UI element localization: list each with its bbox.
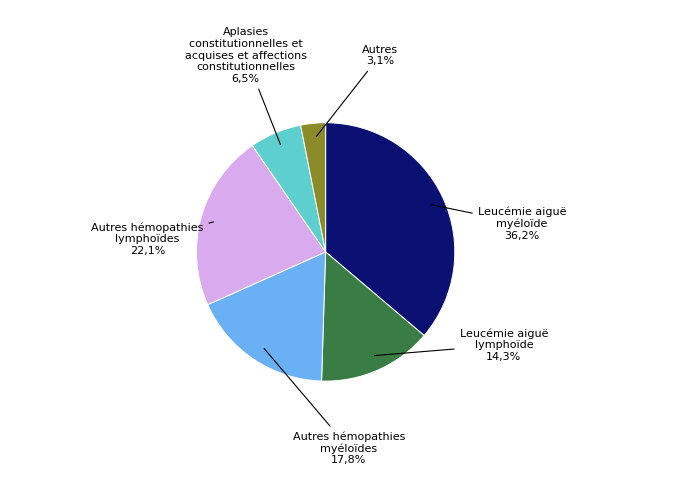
Text: Autres
3,1%: Autres 3,1%	[316, 45, 398, 137]
Text: Leucémie aiguë
lymphoïde
14,3%: Leucémie aiguë lymphoïde 14,3%	[375, 328, 548, 362]
Wedge shape	[197, 145, 326, 304]
Text: Autres hémopathies
myéloïdes
17,8%: Autres hémopathies myéloïdes 17,8%	[264, 348, 405, 466]
Wedge shape	[322, 252, 424, 381]
Text: Autres hémopathies
lymphoïdes
22,1%: Autres hémopathies lymphoïdes 22,1%	[91, 222, 213, 256]
Text: Leucémie aiguë
myéloïde
36,2%: Leucémie aiguë myéloïde 36,2%	[431, 205, 566, 240]
Wedge shape	[253, 125, 326, 252]
Wedge shape	[208, 252, 326, 381]
Wedge shape	[326, 123, 455, 336]
Text: Aplasies
constitutionnelles et
acquises et affections
constitutionnelles
6,5%: Aplasies constitutionnelles et acquises …	[184, 27, 306, 144]
Wedge shape	[301, 123, 326, 252]
